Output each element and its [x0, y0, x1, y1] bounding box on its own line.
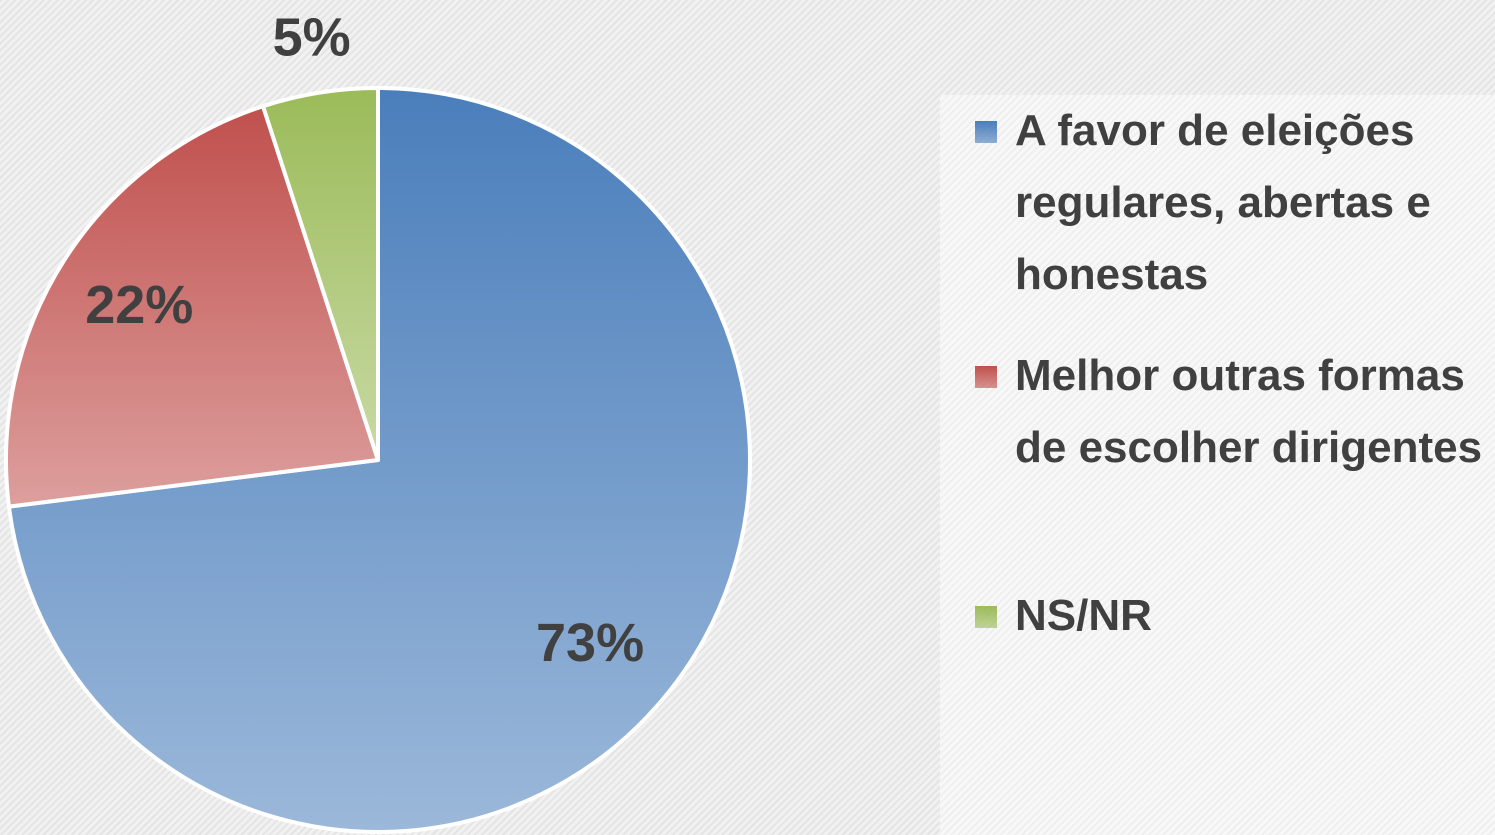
legend-swatch	[975, 366, 997, 388]
legend-label: A favor de eleições regulares, abertas e…	[1015, 106, 1431, 299]
pie-slice	[4, 104, 380, 509]
legend-swatch	[975, 606, 997, 628]
data-label: 5%	[273, 7, 351, 67]
legend-label: Melhor outras formas de escolher dirigen…	[1015, 351, 1483, 472]
legend-item: Melhor outras formas de escolher dirigen…	[975, 340, 1495, 484]
data-label: 22%	[85, 275, 193, 335]
legend-label: NS/NR	[1015, 591, 1152, 640]
legend-swatch	[975, 121, 997, 143]
legend: A favor de eleições regulares, abertas e…	[940, 95, 1495, 835]
chart: 73% 22% 5%	[4, 7, 752, 834]
legend-item: NS/NR	[975, 580, 1495, 652]
pie-slice	[261, 86, 380, 462]
legend-item: A favor de eleições regulares, abertas e…	[975, 95, 1495, 311]
data-label: 73%	[536, 613, 644, 673]
